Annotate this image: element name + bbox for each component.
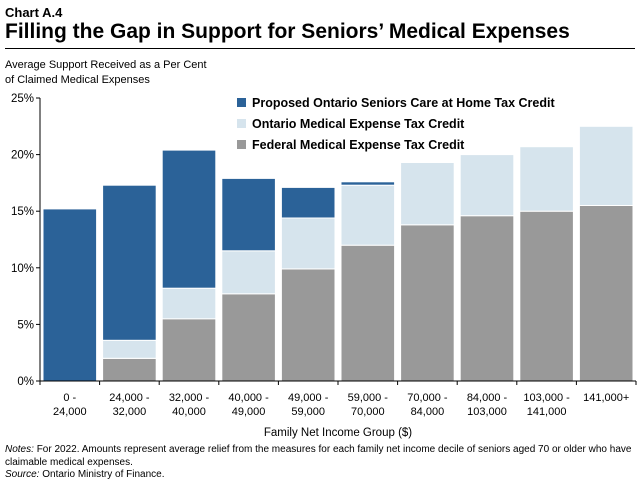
y-tick-label: 0% <box>17 376 34 388</box>
bar-segment <box>161 149 217 289</box>
bar-segment <box>161 287 217 320</box>
bar-segment <box>400 162 455 226</box>
source-label: Source: <box>5 469 40 480</box>
legend-swatch <box>237 140 246 149</box>
bar-segment <box>459 215 515 382</box>
bar-segment <box>340 184 396 246</box>
title-rule <box>5 48 635 49</box>
x-tick-label: 70,000 <box>351 406 385 418</box>
bar-segment <box>102 357 157 382</box>
chart-title: Filling the Gap in Support for Seniors’ … <box>5 20 570 43</box>
x-tick-label: 59,000 - <box>348 392 389 404</box>
x-tick-label: 24,000 <box>53 406 87 418</box>
notes-label: Notes: <box>5 444 34 455</box>
source-line: Source: Ontario Ministry of Finance. <box>5 469 635 482</box>
x-tick-label: 40,000 - <box>228 392 269 404</box>
legend-label: Federal Medical Expense Tax Credit <box>252 138 465 152</box>
y-tick-label: 10% <box>11 263 34 275</box>
bar-segment <box>102 184 157 341</box>
bar-segment <box>42 208 98 382</box>
legend-swatch <box>237 119 246 128</box>
bar-segment <box>519 210 574 382</box>
x-tick-label: 24,000 - <box>109 392 150 404</box>
bar-segment <box>578 205 634 382</box>
bar-segment <box>102 339 157 359</box>
bar-segment <box>280 186 336 219</box>
bar-segment <box>221 250 276 295</box>
x-tick-label: 103,000 <box>467 406 507 418</box>
bar-segment <box>161 318 217 382</box>
bar-segment <box>280 217 336 270</box>
x-tick-label: 59,000 <box>291 406 325 418</box>
bar-segment <box>340 244 396 382</box>
x-tick-label: 103,000 - <box>523 392 570 404</box>
bar-segment <box>400 224 455 382</box>
y-tick-label: 20% <box>11 150 34 162</box>
notes-line: Notes: For 2022. Amounts represent avera… <box>5 444 635 469</box>
bar-segment <box>221 177 276 252</box>
x-tick-label: 141,000 <box>527 406 567 418</box>
bar-segment <box>578 125 634 206</box>
y-axis-caption: Average Support Received as a Per Cent o… <box>5 58 207 88</box>
chart-label: Chart A.4 <box>5 5 63 20</box>
bar-segment <box>340 181 396 186</box>
legend-label: Proposed Ontario Seniors Care at Home Ta… <box>252 96 555 110</box>
bar-segment <box>519 146 574 212</box>
bar-segment <box>280 268 336 382</box>
y-caption-line-1: Average Support Received as a Per Cent <box>5 59 207 71</box>
x-tick-label: 32,000 - <box>169 392 210 404</box>
bar-segment <box>221 293 276 382</box>
x-tick-label: 0 - <box>63 392 76 404</box>
x-tick-label: 40,000 <box>172 406 206 418</box>
x-tick-label: 49,000 - <box>288 392 329 404</box>
x-axis-label: Family Net Income Group ($) <box>264 427 412 439</box>
x-tick-label: 84,000 - <box>467 392 508 404</box>
legend-label: Ontario Medical Expense Tax Credit <box>252 117 465 131</box>
x-tick-label: 70,000 - <box>407 392 448 404</box>
legend-swatch <box>237 98 246 107</box>
x-tick-label: 84,000 <box>411 406 445 418</box>
notes-block: Notes: For 2022. Amounts represent avera… <box>5 444 635 482</box>
source-text: Ontario Ministry of Finance. <box>42 469 165 480</box>
bar-segment <box>459 154 515 217</box>
y-caption-line-2: of Claimed Medical Expenses <box>5 74 150 86</box>
y-tick-label: 15% <box>11 206 34 218</box>
x-tick-label: 49,000 <box>232 406 266 418</box>
y-tick-label: 25% <box>11 93 34 105</box>
y-tick-label: 5% <box>17 319 34 331</box>
x-tick-label: 32,000 <box>113 406 147 418</box>
x-tick-label: 141,000+ <box>583 392 629 404</box>
notes-text: For 2022. Amounts represent average reli… <box>5 444 632 468</box>
